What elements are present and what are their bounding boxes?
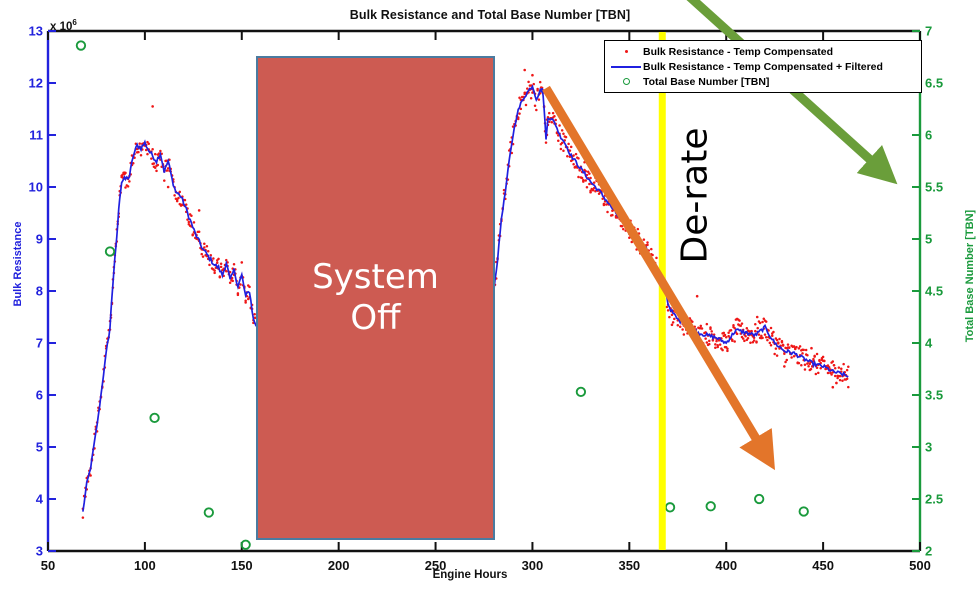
- legend-label-tbn: Total Base Number [TBN]: [643, 75, 770, 88]
- legend-marker-dot-icon: [609, 50, 643, 53]
- svg-text:400: 400: [715, 558, 737, 573]
- svg-text:4: 4: [36, 492, 44, 507]
- svg-text:150: 150: [231, 558, 253, 573]
- svg-text:8: 8: [36, 284, 43, 299]
- chart-title: Bulk Resistance and Total Base Number [T…: [349, 8, 631, 22]
- svg-text:350: 350: [618, 558, 640, 573]
- derate-annotation-label: De-rate: [674, 127, 716, 264]
- svg-text:500: 500: [909, 558, 931, 573]
- chart-legend: Bulk Resistance - Temp Compensated Bulk …: [604, 40, 922, 93]
- legend-item-raw: Bulk Resistance - Temp Compensated: [609, 44, 917, 59]
- legend-item-tbn: Total Base Number [TBN]: [609, 74, 917, 89]
- svg-text:11: 11: [29, 128, 43, 143]
- legend-label-raw: Bulk Resistance - Temp Compensated: [643, 45, 834, 58]
- svg-text:6: 6: [925, 128, 932, 143]
- svg-text:10: 10: [29, 180, 43, 195]
- svg-text:3: 3: [925, 440, 932, 455]
- system-off-annotation: System Off: [256, 56, 495, 540]
- svg-text:450: 450: [812, 558, 834, 573]
- svg-text:5.5: 5.5: [925, 180, 943, 195]
- svg-text:7: 7: [36, 336, 43, 351]
- legend-item-filtered: Bulk Resistance - Temp Compensated + Fil…: [609, 59, 917, 74]
- legend-marker-line-icon: [609, 65, 643, 68]
- svg-text:6.5: 6.5: [925, 76, 943, 91]
- svg-text:50: 50: [41, 558, 55, 573]
- y-axis-left-label: Bulk Resistance: [12, 221, 24, 307]
- legend-label-filtered: Bulk Resistance - Temp Compensated + Fil…: [643, 60, 883, 73]
- svg-text:6: 6: [36, 388, 43, 403]
- svg-text:3.5: 3.5: [925, 388, 943, 403]
- bulk-resistance-trend-arrow: [542, 85, 775, 471]
- y-axis-right-label: Total Base Number [TBN]: [964, 209, 976, 343]
- svg-text:7: 7: [925, 24, 932, 39]
- system-off-line1: System: [312, 256, 439, 297]
- legend-marker-circle-icon: [609, 78, 643, 85]
- svg-text:4: 4: [925, 336, 933, 351]
- svg-text:2: 2: [925, 544, 932, 559]
- svg-text:5: 5: [925, 232, 932, 247]
- svg-text:250: 250: [425, 558, 447, 573]
- svg-text:3: 3: [36, 544, 43, 559]
- svg-text:2.5: 2.5: [925, 492, 943, 507]
- svg-text:200: 200: [328, 558, 350, 573]
- svg-text:5: 5: [36, 440, 43, 455]
- svg-text:12: 12: [29, 76, 43, 91]
- svg-text:13: 13: [29, 24, 43, 39]
- svg-text:300: 300: [522, 558, 544, 573]
- svg-text:100: 100: [134, 558, 156, 573]
- system-off-line2: Off: [350, 298, 401, 338]
- svg-text:9: 9: [36, 232, 43, 247]
- x-axis-label: Engine Hours: [432, 569, 508, 581]
- svg-text:4.5: 4.5: [925, 284, 943, 299]
